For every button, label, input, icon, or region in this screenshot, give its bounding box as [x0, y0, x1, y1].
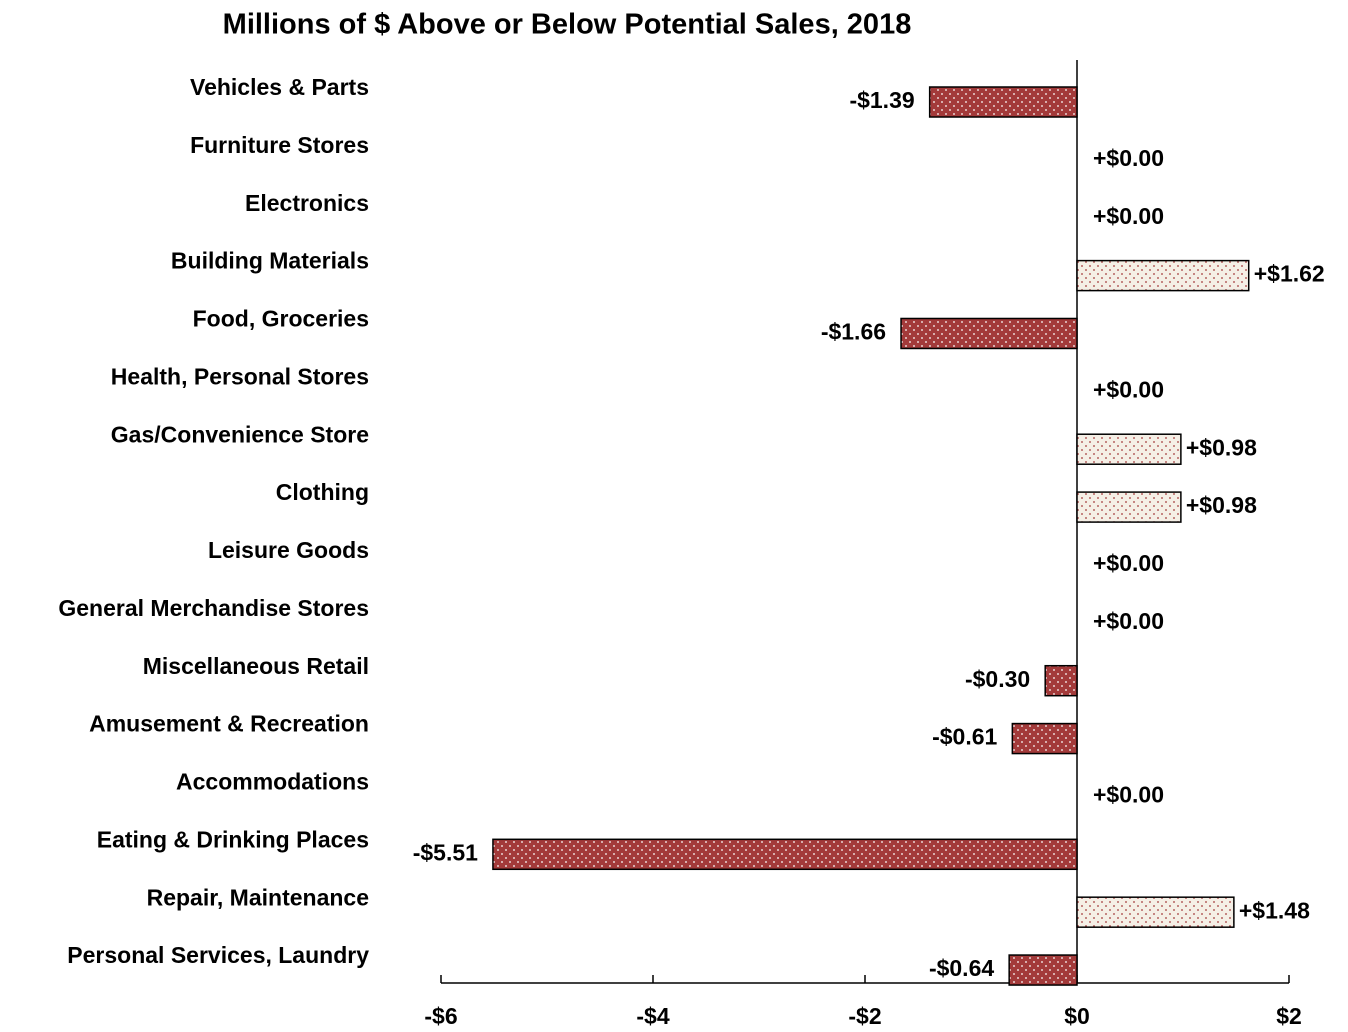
y-tick-label: Electronics — [245, 190, 369, 216]
bar — [1008, 954, 1078, 986]
value-label: -$1.66 — [821, 319, 886, 345]
value-label: +$0.98 — [1186, 492, 1257, 518]
bar — [1044, 664, 1078, 697]
value-label: +$1.48 — [1239, 897, 1310, 923]
value-label: +$0.00 — [1093, 550, 1164, 576]
x-tick-label: $0 — [1064, 1003, 1090, 1029]
value-label: +$0.98 — [1186, 434, 1257, 460]
bar — [928, 86, 1078, 118]
y-tick-label: Vehicles & Parts — [190, 74, 369, 100]
y-tick-label: General Merchandise Stores — [58, 595, 369, 621]
bar — [492, 838, 1078, 871]
y-tick-label: Food, Groceries — [193, 306, 369, 332]
bar — [1076, 491, 1182, 523]
value-label: -$0.30 — [965, 666, 1030, 692]
value-label: -$0.61 — [932, 724, 997, 750]
bar — [1011, 722, 1078, 755]
bar — [1076, 896, 1235, 928]
y-tick-label: Personal Services, Laundry — [67, 942, 369, 968]
x-tick-label: -$6 — [424, 1003, 457, 1029]
y-tick-label: Miscellaneous Retail — [143, 653, 369, 679]
y-tick-label: Eating & Drinking Places — [97, 826, 369, 852]
value-label: -$1.39 — [849, 87, 914, 113]
y-tick-label: Repair, Maintenance — [147, 884, 369, 910]
y-tick-label: Leisure Goods — [208, 537, 369, 563]
x-tick-label: -$2 — [848, 1003, 881, 1029]
value-label: +$0.00 — [1093, 376, 1164, 402]
value-label: +$0.00 — [1093, 145, 1164, 171]
x-tick-label: $2 — [1276, 1003, 1302, 1029]
x-tick-label: -$4 — [636, 1003, 669, 1029]
value-label: +$0.00 — [1093, 782, 1164, 808]
y-tick-label: Accommodations — [176, 769, 369, 795]
value-label: +$1.62 — [1254, 261, 1325, 287]
bar — [1076, 433, 1182, 465]
y-tick-label: Furniture Stores — [190, 132, 369, 158]
y-tick-label: Clothing — [276, 479, 369, 505]
value-label: -$5.51 — [413, 839, 478, 865]
value-label: -$0.64 — [929, 955, 994, 981]
chart-title: Millions of $ Above or Below Potential S… — [223, 9, 912, 41]
value-label: +$0.00 — [1093, 203, 1164, 229]
bar — [900, 317, 1078, 350]
bar — [1076, 259, 1250, 292]
y-tick-label: Amusement & Recreation — [89, 711, 369, 737]
y-tick-label: Health, Personal Stores — [111, 363, 369, 389]
y-tick-label: Gas/Convenience Store — [111, 421, 369, 447]
y-tick-label: Building Materials — [171, 248, 369, 274]
value-label: +$0.00 — [1093, 608, 1164, 634]
